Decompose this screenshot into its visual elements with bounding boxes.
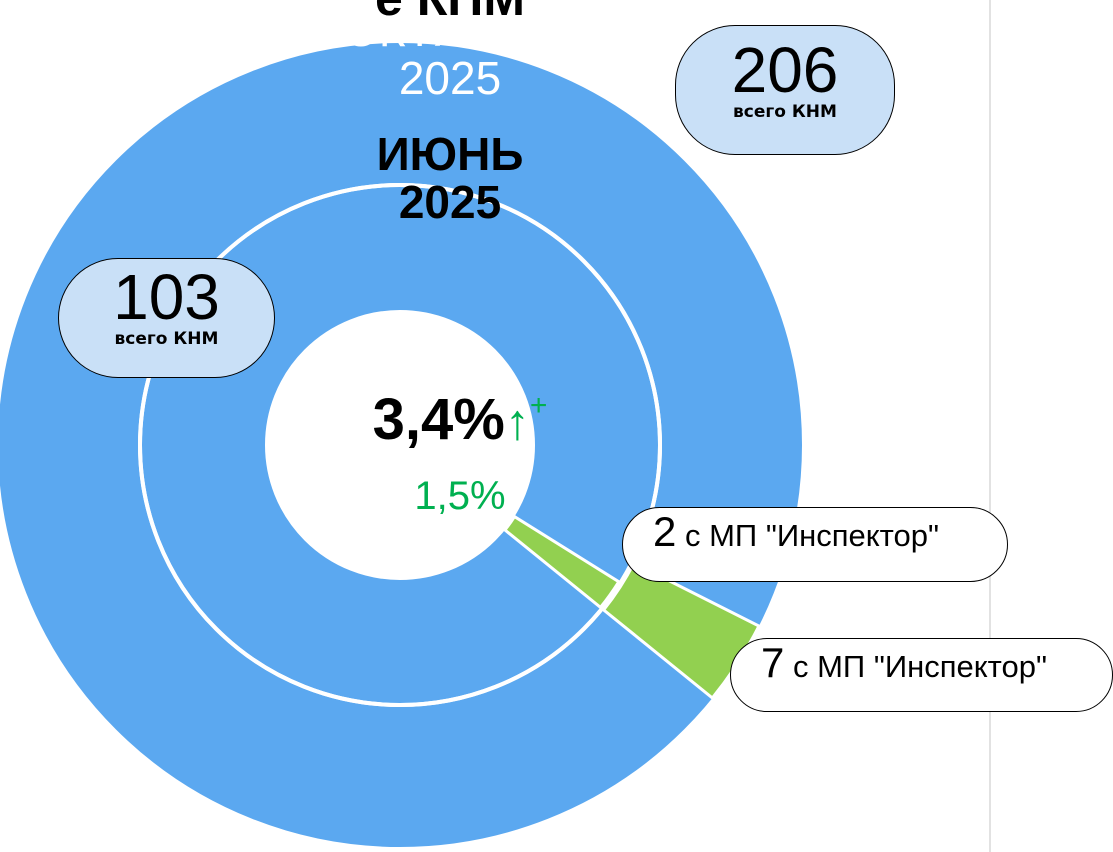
center-change: 1,5%: [414, 474, 506, 518]
outer-total-text: всего КНМ: [733, 102, 837, 122]
center-value: 3,4%: [372, 387, 505, 452]
outer-part-box: 7 с МП "Инспектор": [730, 638, 1113, 712]
ring-part: [502, 514, 621, 610]
outer-total-box: 206 всего КНМ: [675, 25, 895, 155]
inner-total-box: 103 всего КНМ: [58, 258, 275, 378]
inner-total: 103: [113, 261, 220, 333]
center-arrow: ↑: [504, 394, 530, 450]
center-value-row: 3,4%↑+: [330, 387, 590, 452]
ring-total: [142, 187, 658, 703]
inner-part-box: 2 с МП "Инспектор": [622, 507, 1008, 582]
inner-part: 2: [653, 508, 677, 555]
ring-total: [0, 43, 802, 847]
outer-part: 7: [761, 639, 785, 686]
ring-gap: [138, 183, 662, 707]
chart-title: е КНМ: [250, 0, 650, 25]
inner-part-text: с МП "Инспектор": [684, 518, 939, 553]
outer-part-text: с МП "Инспектор": [792, 649, 1047, 684]
outer-total: 206: [731, 34, 839, 106]
inner-total-text: всего КНМ: [114, 329, 219, 349]
outer-ring-label: ОКТЯБРЬ 2025: [343, 4, 557, 105]
inner-ring-label: ИЮНЬ 2025: [376, 128, 524, 229]
center-sign: +: [529, 389, 548, 422]
